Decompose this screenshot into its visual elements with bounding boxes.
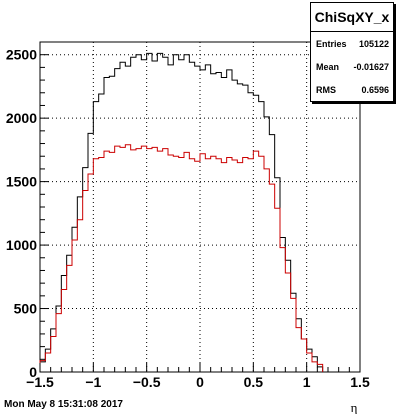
x-tick-label: −1.5 xyxy=(26,374,54,390)
stats-title: ChiSqXY_x xyxy=(311,3,393,32)
x-tick-label: 0.5 xyxy=(244,374,264,390)
mean-value: -0.01627 xyxy=(353,61,389,72)
histogram-series-2 xyxy=(39,144,324,372)
entries-value: 105122 xyxy=(358,38,389,49)
y-tick-label: 1500 xyxy=(6,174,37,190)
x-tick-label: 0 xyxy=(196,374,204,390)
stats-box: ChiSqXY_x Entries 105122 Mean -0.01627 R… xyxy=(310,2,394,102)
datestamp: Mon May 8 15:31:08 2017 xyxy=(4,399,123,410)
y-tick-label: 1000 xyxy=(6,237,37,253)
x-tick-label: 1 xyxy=(303,374,311,390)
y-tick-label: 2000 xyxy=(6,110,37,126)
stats-row-entries: Entries 105122 xyxy=(311,32,393,55)
x-tick-label: 1.5 xyxy=(350,374,370,390)
rms-label: RMS xyxy=(316,84,336,95)
rms-value: 0.6596 xyxy=(361,84,389,95)
x-tick-label: −0.5 xyxy=(133,374,161,390)
mean-label: Mean xyxy=(316,61,340,72)
entries-label: Entries xyxy=(316,38,347,49)
y-tick-label: 2500 xyxy=(6,47,37,63)
y-tick-label: 500 xyxy=(14,301,38,317)
y-tick-label: 0 xyxy=(29,364,37,380)
stats-row-rms: RMS 0.6596 xyxy=(311,78,393,101)
histogram-series-1 xyxy=(39,52,324,372)
x-tick-label: −1 xyxy=(85,374,101,390)
stats-row-mean: Mean -0.01627 xyxy=(311,55,393,78)
y-tick-labels: 0 500 1000 1500 2000 2500 xyxy=(6,47,37,380)
x-axis-title: η xyxy=(351,400,358,414)
grid-lines xyxy=(40,42,360,372)
axis-ticks xyxy=(39,41,361,373)
x-tick-labels: −1.5 −1 −0.5 0 0.5 1 1.5 xyxy=(26,374,370,390)
series-group xyxy=(39,52,324,372)
